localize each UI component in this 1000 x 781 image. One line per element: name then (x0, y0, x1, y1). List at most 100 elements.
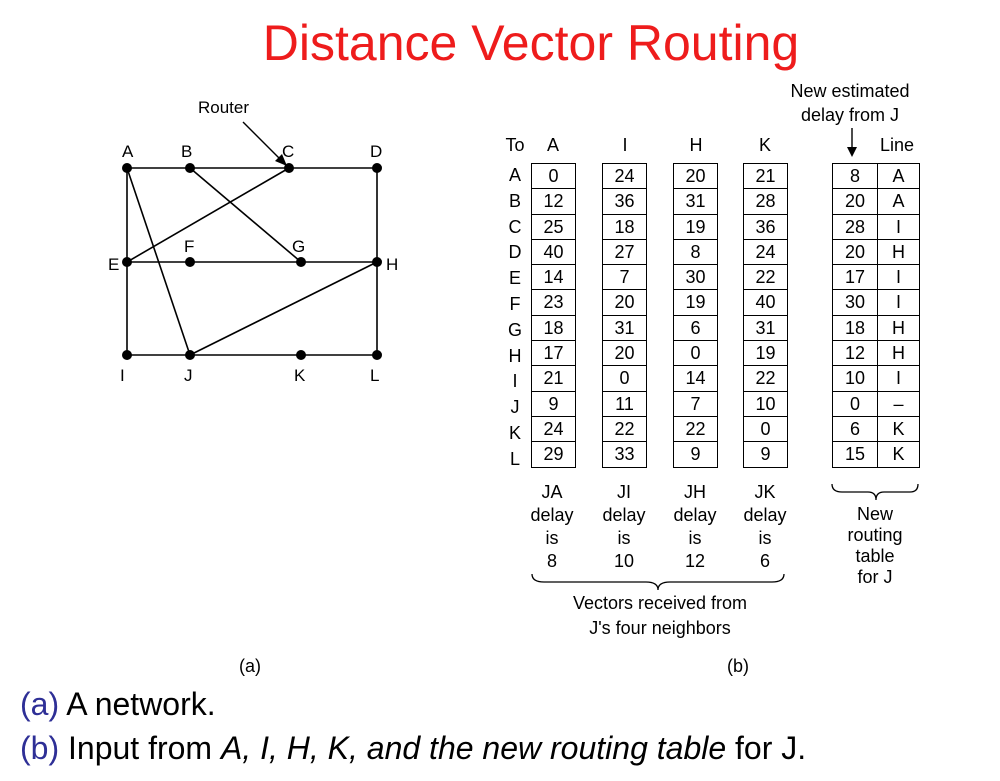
vector-cell: 27 (603, 240, 646, 266)
router-node-i (122, 350, 132, 360)
vector-head-k: K (758, 135, 771, 155)
row-label: J (510, 397, 520, 418)
delay-caption-line: 8 (546, 551, 557, 571)
row-label: G (507, 319, 522, 340)
row-label: C (508, 216, 522, 237)
caption-b-text1: Input from (59, 730, 221, 766)
edge-e-c (126, 167, 290, 263)
estimate-label-line2: delay from J (800, 105, 900, 125)
vector-cell: 8 (674, 240, 717, 266)
vector-cell: 22 (674, 417, 717, 443)
row-label: D (508, 242, 522, 263)
vector-cell: 24 (603, 164, 646, 190)
router-node-e (122, 257, 132, 267)
router-node-l (372, 350, 382, 360)
vector-cell: 0 (603, 366, 646, 392)
router-arrow (242, 121, 282, 161)
row-label: H (508, 345, 522, 366)
vector-cell: 12 (532, 189, 575, 215)
router-node-b (185, 163, 195, 173)
vector-cell: 31 (744, 316, 787, 342)
routing-line-cell: H (892, 317, 905, 338)
vector-cell: 17 (532, 341, 575, 367)
vector-cell: 19 (674, 215, 717, 240)
routing-line-cell: I (895, 267, 901, 288)
new-table-brace (831, 483, 919, 501)
node-label-k: K (294, 366, 306, 385)
vector-cell: 25 (532, 215, 575, 240)
routing-delay-cell: 30 (833, 290, 878, 315)
vector-cell: 7 (674, 392, 717, 417)
delay-caption-line: is (545, 528, 559, 548)
delay-caption-line: 12 (684, 551, 706, 571)
vector-cell: 24 (744, 240, 787, 266)
routing-row: 10 I (833, 366, 919, 392)
row-label: I (512, 371, 518, 392)
routing-row: 28 I (833, 214, 919, 240)
vector-cell: 21 (744, 164, 787, 190)
vector-cell: 22 (744, 366, 787, 392)
delay-caption-line: JA (541, 482, 563, 502)
delay-caption-a: JA delay is 8 (522, 481, 582, 573)
node-label-g: G (292, 237, 305, 256)
vector-from-i: 24 36 18 27 7 20 31 20 0 11 22 33 (602, 163, 647, 468)
vector-cell: 21 (532, 366, 575, 392)
network-nodes: A B C D E F G H I J K L (108, 142, 398, 385)
node-label-a: A (122, 142, 134, 161)
vector-from-a: 0 12 25 40 14 23 18 17 21 9 24 29 (531, 163, 576, 468)
routing-delay-cell: 15 (833, 442, 878, 467)
vector-cell: 31 (603, 316, 646, 342)
routing-row: 20 H (833, 239, 919, 266)
routing-line-cell: H (892, 241, 905, 262)
vector-cell: 0 (744, 417, 787, 443)
routing-delay-cell: 8 (833, 164, 878, 189)
row-label: F (509, 294, 521, 314)
vectors-caption-line2: J's four neighbors (589, 618, 731, 638)
row-label: A (508, 165, 521, 185)
routing-delay-cell: 20 (833, 239, 878, 265)
router-node-g (296, 257, 306, 267)
new-table-caption-line: table (855, 546, 895, 566)
vector-cell: 19 (744, 341, 787, 367)
vector-cell: 22 (744, 265, 787, 291)
routing-delay-cell: 20 (833, 189, 878, 214)
routing-row: 30 I (833, 290, 919, 316)
router-node-a (122, 163, 132, 173)
node-label-l: L (370, 366, 379, 385)
vector-cell: 40 (744, 290, 787, 316)
routing-row: 20 A (833, 189, 919, 215)
routing-delay-cell: 0 (833, 391, 878, 416)
routing-row: 0– (833, 391, 919, 417)
router-arrow-head (275, 154, 287, 166)
vector-cell: 36 (744, 215, 787, 240)
delay-caption-i: JI delay is 10 (594, 481, 654, 573)
vector-cell: 20 (603, 341, 646, 367)
routing-delay-cell: 10 (833, 366, 878, 391)
caption-a-text: A network. (59, 686, 216, 722)
delay-caption-line: delay (530, 505, 574, 525)
routing-delay-cell: 28 (833, 214, 878, 239)
vector-cell: 7 (603, 265, 646, 291)
vectors-caption-line1: Vectors received from (572, 593, 748, 613)
new-table-caption-line: New (856, 504, 893, 524)
node-label-d: D (370, 142, 382, 161)
vector-cell: 22 (603, 417, 646, 443)
routing-line-cell: I (895, 292, 901, 313)
delay-caption-line: delay (673, 505, 717, 525)
routing-row: 15 K (833, 442, 919, 467)
routing-line-cell: I (895, 216, 901, 237)
routing-row: 17 I (833, 265, 919, 291)
delay-caption-line: is (617, 528, 631, 548)
row-label: E (508, 268, 521, 289)
delay-caption-line: delay (602, 505, 646, 525)
routing-delay-cell: 18 (833, 315, 878, 341)
vector-head-h: H (689, 135, 703, 155)
vector-cell: 10 (744, 392, 787, 417)
routing-line-cell: H (892, 343, 905, 364)
edge-a-j (126, 167, 191, 356)
vector-cell: 40 (532, 240, 575, 266)
edge-b-g (189, 167, 302, 263)
caption-b-prefix: (b) (20, 730, 60, 766)
